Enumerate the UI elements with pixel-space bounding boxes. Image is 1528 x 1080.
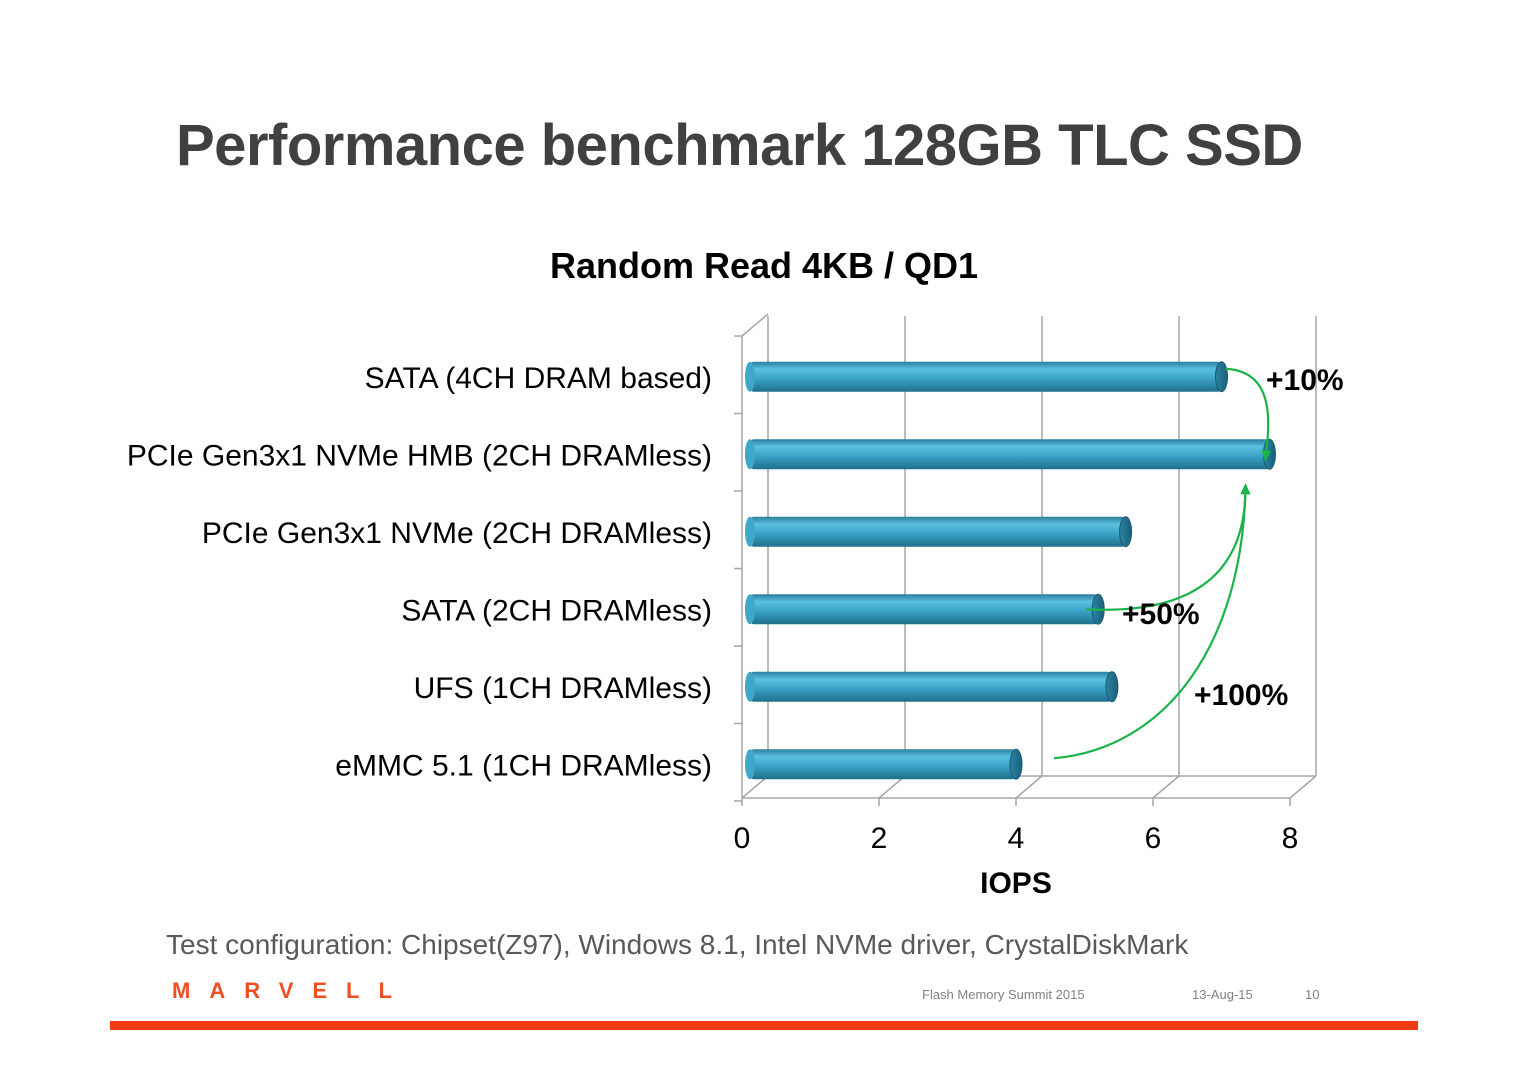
growth-arrow: [1053, 483, 1251, 760]
bar: [745, 516, 1133, 548]
footnote: Test configuration: Chipset(Z97), Window…: [166, 929, 1189, 960]
category-label: SATA (2CH DRAMless): [401, 594, 712, 627]
growth-label: +50%: [1122, 598, 1200, 631]
category-label: SATA (4CH DRAM based): [365, 362, 712, 395]
bar-body: [750, 516, 1126, 547]
bar: [745, 671, 1119, 703]
bar: [745, 438, 1276, 470]
marvell-logo: MARVELL: [172, 978, 411, 1003]
bar: [745, 361, 1228, 393]
category-label: UFS (1CH DRAMless): [414, 672, 712, 705]
bar: [745, 748, 1023, 780]
slide-title: Performance benchmark 128GB TLC SSD: [176, 113, 1303, 178]
growth-label: +100%: [1194, 679, 1288, 712]
bar-base-cap: [745, 671, 755, 702]
bar-end-cap: [1119, 516, 1133, 548]
growth-annotation: +10%: [1225, 364, 1344, 462]
floor-gridline: [1152, 775, 1180, 799]
bar: [745, 593, 1105, 625]
floor-gridline: [741, 775, 769, 799]
growth-annotation: +50%: [1086, 483, 1251, 631]
bar-body: [750, 439, 1270, 470]
axis-edge: [741, 313, 769, 337]
growth-label: +10%: [1266, 364, 1344, 397]
category-label: PCIe Gen3x1 NVMe HMB (2CH DRAMless): [127, 439, 712, 472]
growth-arrow: [1225, 367, 1272, 462]
floor-gridline: [1289, 775, 1317, 799]
bar-base-cap: [745, 439, 755, 470]
floor-gridline: [1015, 775, 1043, 799]
bar-end-cap: [1009, 748, 1023, 780]
bar-base-cap: [745, 749, 755, 780]
bar-base-cap: [745, 594, 755, 625]
bar-base-cap: [745, 361, 755, 392]
x-tick-label: 6: [1145, 822, 1162, 855]
x-axis-label: IOPS: [980, 867, 1052, 900]
bar-body: [750, 361, 1222, 392]
footer-date: 13-Aug-15: [1192, 987, 1253, 1002]
growth-arrow: [1086, 483, 1251, 611]
growth-annotation: +100%: [1053, 483, 1288, 760]
x-tick-label: 0: [734, 822, 751, 855]
bar-body: [750, 594, 1099, 625]
page-number: 10: [1305, 987, 1320, 1002]
footer-event: Flash Memory Summit 2015: [922, 987, 1085, 1002]
x-tick-label: 8: [1282, 822, 1299, 855]
bar-body: [750, 749, 1016, 780]
category-label: eMMC 5.1 (1CH DRAMless): [335, 749, 712, 782]
bar-end-cap: [1105, 671, 1119, 703]
x-tick-label: 4: [1008, 822, 1025, 855]
chart-title: Random Read 4KB / QD1: [550, 245, 978, 286]
bar-base-cap: [745, 516, 755, 547]
bar-end-cap: [1215, 361, 1228, 393]
footer-accent-bar: [110, 1021, 1418, 1030]
bar-body: [750, 671, 1112, 702]
floor-gridline: [878, 775, 906, 799]
x-tick-label: 2: [871, 822, 888, 855]
category-label: PCIe Gen3x1 NVMe (2CH DRAMless): [202, 517, 712, 550]
